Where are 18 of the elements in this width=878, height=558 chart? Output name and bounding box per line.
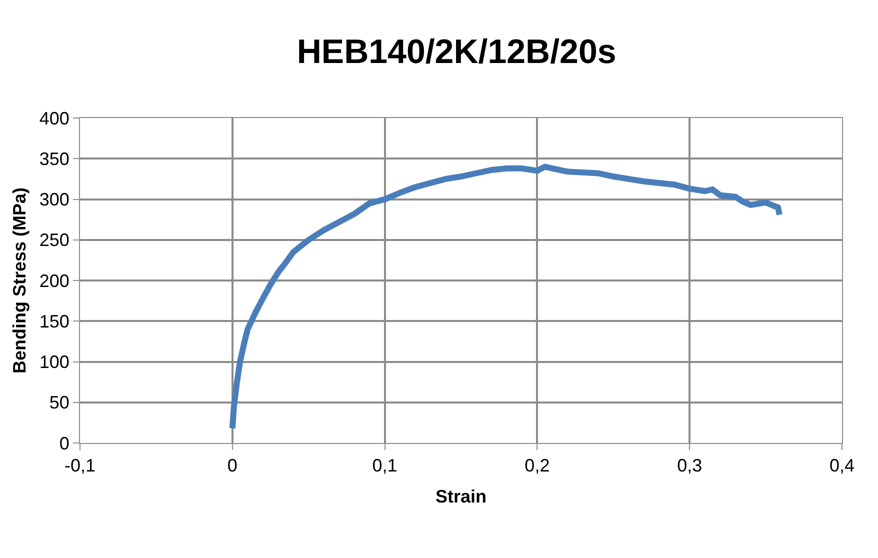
y-tick-label: 350 — [39, 148, 70, 169]
y-tick-label: 100 — [39, 352, 70, 372]
x-tick-label: 0 — [227, 456, 238, 476]
y-tick-label: 200 — [39, 270, 70, 291]
y-tick-label: 0 — [59, 433, 70, 454]
y-tick-label: 400 — [39, 108, 70, 128]
chart-title: HEB140/2K/12B/20s — [296, 32, 616, 71]
y-tick-label: 50 — [49, 392, 70, 413]
x-axis-title: Strain — [435, 486, 487, 507]
y-tick-label: 250 — [39, 230, 70, 250]
y-tick-label: 300 — [39, 190, 70, 210]
y-tick-label: 150 — [39, 311, 70, 332]
x-tick-label: 0,2 — [524, 456, 550, 476]
x-tick-label: 0,1 — [372, 456, 398, 476]
x-tick-label: -0,1 — [64, 456, 96, 476]
x-tick-label: 0,3 — [677, 456, 702, 476]
x-tick-label: 0,4 — [829, 456, 855, 476]
y-axis-title: Bending Stress (MPa) — [10, 187, 30, 374]
